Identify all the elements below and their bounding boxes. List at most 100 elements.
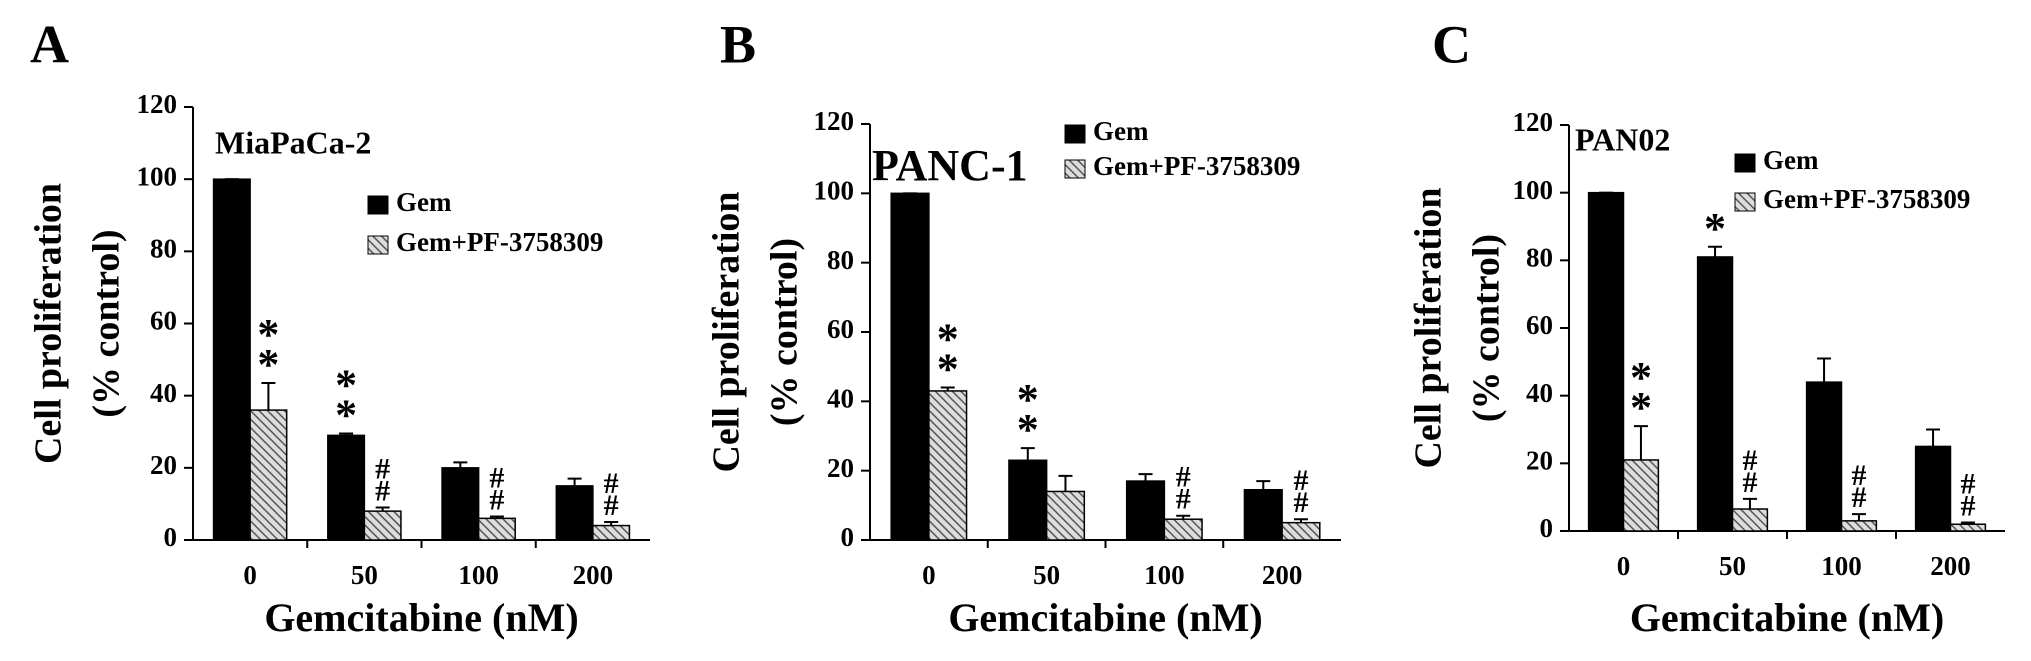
error-bar bbox=[1926, 428, 1941, 447]
bar bbox=[1622, 459, 1660, 532]
significance-mark: * * bbox=[257, 310, 279, 389]
y-tick-label: 100 bbox=[814, 176, 855, 206]
panel-title: PAN02 bbox=[1575, 121, 1670, 157]
legend-swatch bbox=[1734, 153, 1756, 173]
x-tick-label: 0 bbox=[1617, 551, 1631, 581]
error-bar bbox=[489, 515, 504, 519]
y-axis-label: (% control) bbox=[764, 238, 806, 426]
error-bar bbox=[1742, 497, 1757, 510]
significance-char: # bbox=[1176, 461, 1191, 494]
y-tick-label: 0 bbox=[841, 522, 855, 552]
bar bbox=[890, 192, 930, 541]
y-tick-label: 120 bbox=[1513, 107, 1554, 137]
y-tick-label: 40 bbox=[827, 384, 854, 414]
legend-swatch bbox=[1064, 124, 1086, 144]
x-tick-label: 200 bbox=[1262, 560, 1303, 590]
significance-char: # bbox=[375, 474, 390, 507]
x-tick-label: 50 bbox=[1033, 560, 1060, 590]
error-bar bbox=[1293, 518, 1308, 523]
panel-letter: A bbox=[30, 14, 69, 74]
significance-char: # bbox=[1176, 483, 1191, 516]
bar bbox=[1587, 191, 1625, 532]
x-tick-label: 200 bbox=[1930, 551, 1971, 581]
y-axis-label: Cell proliferation bbox=[28, 183, 70, 464]
bar bbox=[1243, 488, 1283, 541]
error-bar bbox=[1020, 447, 1035, 461]
y-tick-label: 40 bbox=[1526, 378, 1553, 408]
y-axis-label: Cell proliferation bbox=[1408, 187, 1450, 468]
significance-mark: # # bbox=[489, 461, 504, 516]
error-bar bbox=[1256, 480, 1271, 490]
x-tick-label: 0 bbox=[922, 560, 936, 590]
y-tick-label: 120 bbox=[137, 89, 178, 119]
y-tick-label: 80 bbox=[1526, 243, 1553, 273]
significance-mark: # # bbox=[1851, 459, 1866, 514]
significance-char: * bbox=[335, 391, 357, 440]
error-bar bbox=[1960, 521, 1975, 525]
error-bar bbox=[339, 432, 354, 436]
bar bbox=[441, 467, 480, 541]
bar bbox=[477, 517, 516, 541]
x-tick-label: 100 bbox=[458, 560, 499, 590]
significance-char: # bbox=[604, 489, 619, 522]
significance-char: # bbox=[1293, 464, 1308, 497]
significance-mark: # # bbox=[1742, 444, 1757, 499]
x-tick-label: 50 bbox=[1719, 551, 1746, 581]
y-tick-label: 100 bbox=[137, 161, 178, 191]
significance-mark: * bbox=[1704, 204, 1726, 253]
x-axis-label: Gemcitabine (nM) bbox=[1630, 595, 1944, 640]
error-bar bbox=[1851, 513, 1866, 521]
legend-swatch bbox=[367, 195, 389, 215]
error-bar bbox=[1633, 425, 1648, 460]
x-tick-label: 100 bbox=[1821, 551, 1862, 581]
panel-title: MiaPaCa-2 bbox=[215, 124, 371, 160]
panel-title: PANC-1 bbox=[872, 141, 1028, 190]
panel-letter: B bbox=[720, 14, 756, 74]
y-tick-label: 60 bbox=[827, 314, 854, 344]
significance-char: * bbox=[1630, 353, 1652, 402]
panel-letter: C bbox=[1432, 14, 1471, 74]
significance-char: * bbox=[257, 310, 279, 359]
error-bar bbox=[1176, 514, 1191, 520]
x-tick-label: 100 bbox=[1144, 560, 1185, 590]
bar bbox=[1281, 521, 1321, 541]
significance-char: # bbox=[1960, 467, 1975, 500]
significance-char: # bbox=[375, 452, 390, 485]
legend-label: Gem bbox=[396, 187, 452, 217]
x-axis-label: Gemcitabine (nM) bbox=[948, 595, 1262, 640]
significance-mark: # # bbox=[1176, 461, 1191, 516]
significance-char: # bbox=[604, 467, 619, 500]
bar bbox=[928, 390, 968, 541]
bar bbox=[592, 524, 631, 541]
y-tick-label: 60 bbox=[150, 306, 177, 336]
significance-mark: * * bbox=[1630, 353, 1652, 432]
y-tick-label: 60 bbox=[1526, 310, 1553, 340]
significance-char: * bbox=[1017, 405, 1039, 454]
y-tick-label: 40 bbox=[150, 378, 177, 408]
significance-char: # bbox=[489, 461, 504, 494]
significance-mark: # # bbox=[604, 467, 619, 522]
significance-char: # bbox=[489, 483, 504, 516]
error-bar bbox=[375, 506, 390, 512]
bar bbox=[249, 409, 288, 541]
bar bbox=[327, 434, 366, 541]
y-axis-label: Cell proliferation bbox=[706, 191, 748, 472]
bar bbox=[555, 485, 594, 541]
bar bbox=[1696, 256, 1734, 532]
legend-swatch bbox=[1064, 159, 1086, 179]
legend-swatch bbox=[367, 235, 389, 255]
error-bar bbox=[1817, 357, 1832, 383]
significance-char: * bbox=[1017, 375, 1039, 424]
y-axis-label: (% control) bbox=[1466, 234, 1508, 422]
significance-char: * bbox=[335, 361, 357, 410]
y-tick-label: 100 bbox=[1513, 175, 1554, 205]
significance-mark: * * bbox=[1017, 375, 1039, 454]
error-bar bbox=[1708, 245, 1723, 257]
y-axis-label: (% control) bbox=[86, 229, 128, 417]
legend-swatch bbox=[1734, 192, 1756, 212]
y-tick-label: 20 bbox=[150, 450, 177, 480]
x-tick-label: 200 bbox=[573, 560, 614, 590]
error-bar bbox=[1058, 474, 1073, 492]
significance-char: # bbox=[1742, 466, 1757, 499]
y-tick-label: 20 bbox=[1526, 446, 1553, 476]
